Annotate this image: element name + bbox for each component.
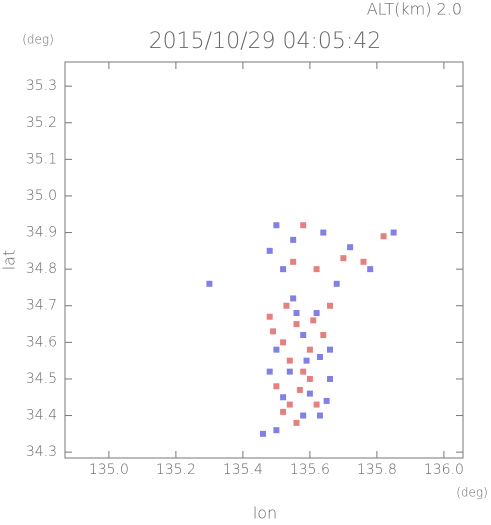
y-tick-label: 35.0 xyxy=(26,188,57,204)
echo-cell xyxy=(313,266,320,273)
echo-cell xyxy=(323,397,330,404)
echo-cell xyxy=(290,236,297,243)
echo-cell xyxy=(293,419,300,426)
echo-cell xyxy=(306,375,313,382)
y-tick-label: 34.5 xyxy=(26,371,57,387)
echo-cell xyxy=(273,346,280,353)
y-tick-label: 34.6 xyxy=(26,334,57,350)
altitude-label: ALT(km) 2.0 xyxy=(367,0,462,19)
echo-cell xyxy=(303,357,310,364)
echo-cell xyxy=(347,244,354,251)
plot-frame xyxy=(64,61,464,459)
echo-cell xyxy=(280,339,287,346)
echo-cell xyxy=(380,233,387,240)
echo-cell xyxy=(300,368,307,375)
echo-cell xyxy=(300,222,307,229)
y-tick-label: 35.2 xyxy=(26,115,57,131)
chart-title: 2015/10/29 04:05:42 xyxy=(149,29,382,54)
echo-cell xyxy=(326,375,333,382)
echo-cell xyxy=(290,258,297,265)
echo-cell xyxy=(320,229,327,236)
echo-cell xyxy=(296,386,303,393)
echo-cell xyxy=(333,280,340,287)
x-tick-label: 135.6 xyxy=(290,462,330,478)
echo-cell xyxy=(273,427,280,434)
echo-cell xyxy=(316,412,323,419)
y-tick-label: 35.1 xyxy=(26,151,57,167)
x-tick-label: 135.0 xyxy=(89,462,129,478)
y-tick-label: 34.9 xyxy=(26,225,57,241)
echo-cell xyxy=(293,321,300,328)
echo-cell xyxy=(273,383,280,390)
y-tick-label: 34.4 xyxy=(26,408,57,424)
x-tick-label: 135.8 xyxy=(357,462,397,478)
echo-cell xyxy=(300,332,307,339)
y-unit: (deg) xyxy=(22,33,54,47)
echo-cell xyxy=(266,247,273,254)
echo-cell xyxy=(280,266,287,273)
echo-cell xyxy=(326,302,333,309)
y-axis-label: lat xyxy=(0,250,19,271)
echo-cell xyxy=(266,368,273,375)
echo-cell xyxy=(316,353,323,360)
echo-cell xyxy=(283,302,290,309)
y-tick-label: 34.8 xyxy=(26,261,57,277)
echo-cell xyxy=(310,317,317,324)
y-tick-label: 34.7 xyxy=(26,298,57,314)
x-axis-label: lon xyxy=(253,504,277,522)
echo-cell xyxy=(206,280,213,287)
echo-cell xyxy=(259,430,266,437)
echo-cell xyxy=(306,390,313,397)
echo-cell xyxy=(286,401,293,408)
echo-cell xyxy=(293,310,300,317)
echo-cell xyxy=(320,332,327,339)
echo-cell xyxy=(280,394,287,401)
echo-cell xyxy=(360,258,367,265)
echo-cell xyxy=(286,357,293,364)
echo-cell xyxy=(367,266,374,273)
echo-cell xyxy=(390,229,397,236)
x-tick-label: 135.4 xyxy=(223,462,263,478)
echo-cell xyxy=(273,222,280,229)
x-tick-label: 135.2 xyxy=(156,462,196,478)
echo-cell xyxy=(280,408,287,415)
y-tick-label: 35.3 xyxy=(26,78,57,94)
echo-cell xyxy=(313,401,320,408)
echo-cell xyxy=(306,346,313,353)
y-tick-label: 34.3 xyxy=(26,444,57,460)
echo-cell xyxy=(290,295,297,302)
echo-cell xyxy=(270,328,277,335)
echo-cell xyxy=(286,368,293,375)
echo-cell xyxy=(313,310,320,317)
x-unit: (deg) xyxy=(456,486,488,500)
echo-cell xyxy=(326,346,333,353)
echo-cell xyxy=(340,255,347,262)
echo-cell xyxy=(266,313,273,320)
echo-cell xyxy=(300,412,307,419)
x-tick-label: 136.0 xyxy=(424,462,464,478)
